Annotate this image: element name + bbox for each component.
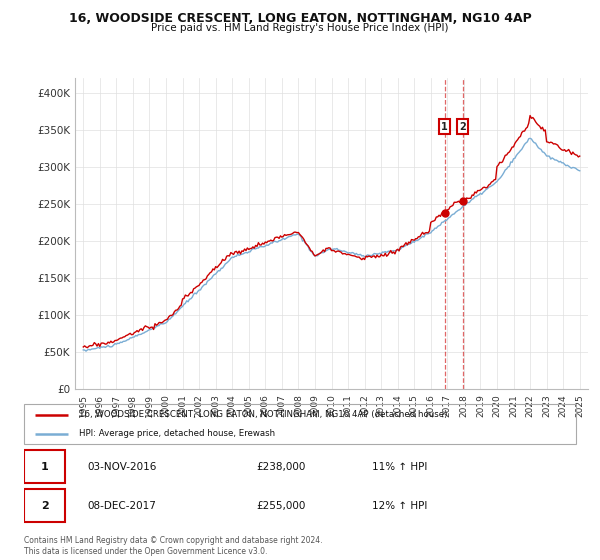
Text: 1: 1 (442, 122, 448, 132)
Text: 08-DEC-2017: 08-DEC-2017 (88, 501, 157, 511)
FancyBboxPatch shape (24, 489, 65, 522)
Text: 12% ↑ HPI: 12% ↑ HPI (372, 501, 427, 511)
Text: £255,000: £255,000 (256, 501, 305, 511)
FancyBboxPatch shape (24, 450, 65, 483)
Text: 2: 2 (41, 501, 49, 511)
Text: Price paid vs. HM Land Registry's House Price Index (HPI): Price paid vs. HM Land Registry's House … (151, 23, 449, 33)
Text: 03-NOV-2016: 03-NOV-2016 (88, 461, 157, 472)
Text: 16, WOODSIDE CRESCENT, LONG EATON, NOTTINGHAM, NG10 4AP: 16, WOODSIDE CRESCENT, LONG EATON, NOTTI… (68, 12, 532, 25)
Text: 1: 1 (41, 461, 49, 472)
Text: 11% ↑ HPI: 11% ↑ HPI (372, 461, 427, 472)
Text: HPI: Average price, detached house, Erewash: HPI: Average price, detached house, Erew… (79, 430, 275, 438)
Text: 16, WOODSIDE CRESCENT, LONG EATON, NOTTINGHAM, NG10 4AP (detached house): 16, WOODSIDE CRESCENT, LONG EATON, NOTTI… (79, 410, 448, 419)
Text: £238,000: £238,000 (256, 461, 305, 472)
Text: Contains HM Land Registry data © Crown copyright and database right 2024.
This d: Contains HM Land Registry data © Crown c… (24, 536, 323, 556)
Text: 2: 2 (459, 122, 466, 132)
